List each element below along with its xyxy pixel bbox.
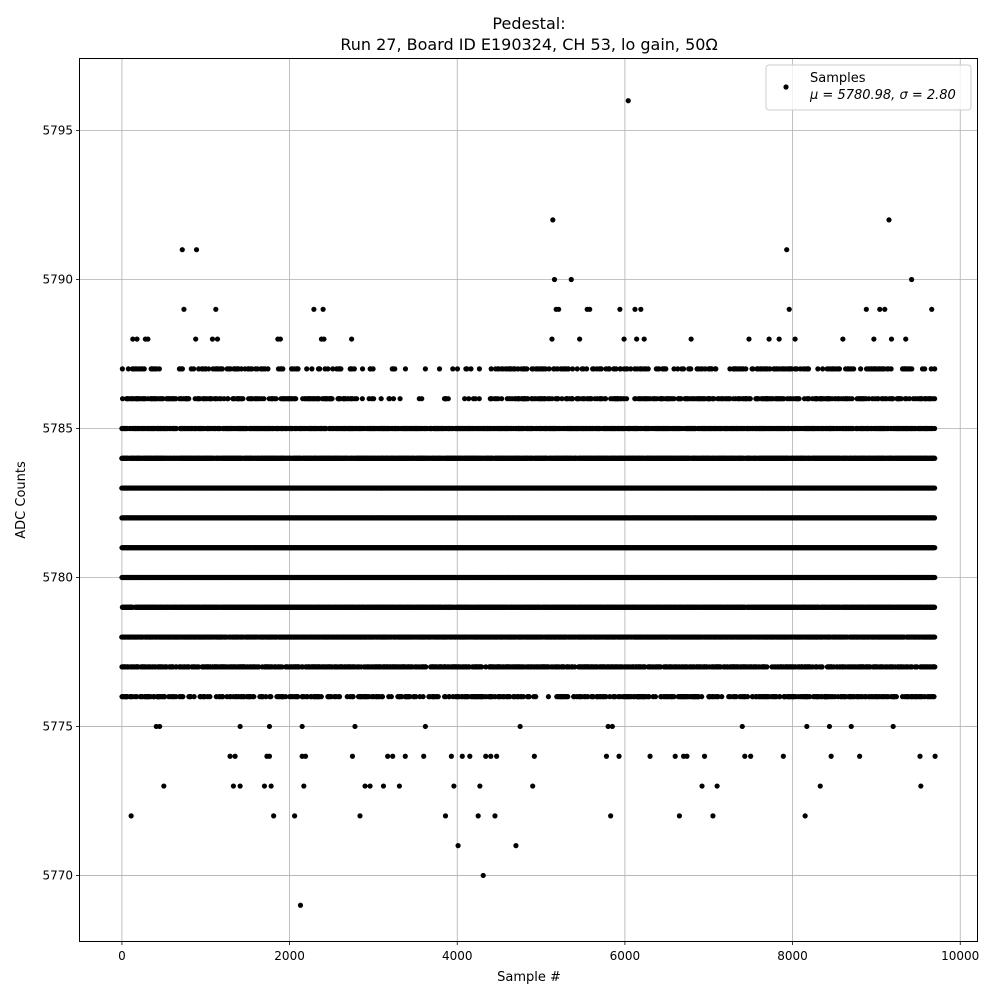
data-point xyxy=(526,694,532,700)
data-point xyxy=(446,694,452,700)
data-points xyxy=(119,98,938,908)
data-point xyxy=(744,694,751,700)
data-point xyxy=(388,694,394,700)
data-point xyxy=(715,694,721,700)
data-point xyxy=(413,694,419,700)
chart-title-line2: Run 27, Board ID E190324, CH 53, lo gain… xyxy=(340,35,717,54)
data-point xyxy=(483,664,489,670)
data-point xyxy=(671,694,677,700)
data-point xyxy=(251,694,257,700)
data-point xyxy=(931,694,937,700)
data-point xyxy=(295,694,301,700)
data-point xyxy=(379,694,386,700)
data-point xyxy=(207,694,213,700)
data-point xyxy=(807,694,813,700)
data-point xyxy=(268,694,274,700)
data-point xyxy=(652,694,659,700)
data-point xyxy=(603,694,609,700)
data-point xyxy=(279,664,285,670)
data-point xyxy=(420,694,426,700)
data-point xyxy=(478,664,485,670)
data-point xyxy=(819,664,825,670)
data-point xyxy=(180,694,186,700)
data-point xyxy=(533,694,539,700)
data-point xyxy=(263,694,269,700)
data-point xyxy=(520,694,527,700)
data-point xyxy=(545,694,552,700)
data-point xyxy=(350,694,356,700)
data-point xyxy=(893,694,899,700)
data-point xyxy=(590,694,596,700)
data-point xyxy=(646,694,652,700)
data-point xyxy=(196,664,202,670)
data-point xyxy=(777,694,783,700)
data-point xyxy=(318,694,324,700)
data-point xyxy=(423,664,429,670)
data-point xyxy=(407,694,413,700)
data-point xyxy=(507,694,513,700)
data-point xyxy=(932,634,938,640)
data-point xyxy=(932,664,938,670)
data-point xyxy=(336,694,343,700)
data-point xyxy=(283,694,289,700)
data-point xyxy=(220,694,226,700)
data-point xyxy=(162,694,168,700)
chart-title-line1: Pedestal: xyxy=(492,14,565,33)
data-point xyxy=(191,694,197,700)
data-point xyxy=(565,694,571,700)
data-point xyxy=(435,694,441,700)
data-point xyxy=(699,694,705,700)
data-point xyxy=(585,694,591,700)
data-point xyxy=(719,694,725,700)
data-point xyxy=(931,604,938,610)
data-point xyxy=(764,664,770,670)
data-point xyxy=(572,664,578,670)
data-point xyxy=(733,694,739,700)
